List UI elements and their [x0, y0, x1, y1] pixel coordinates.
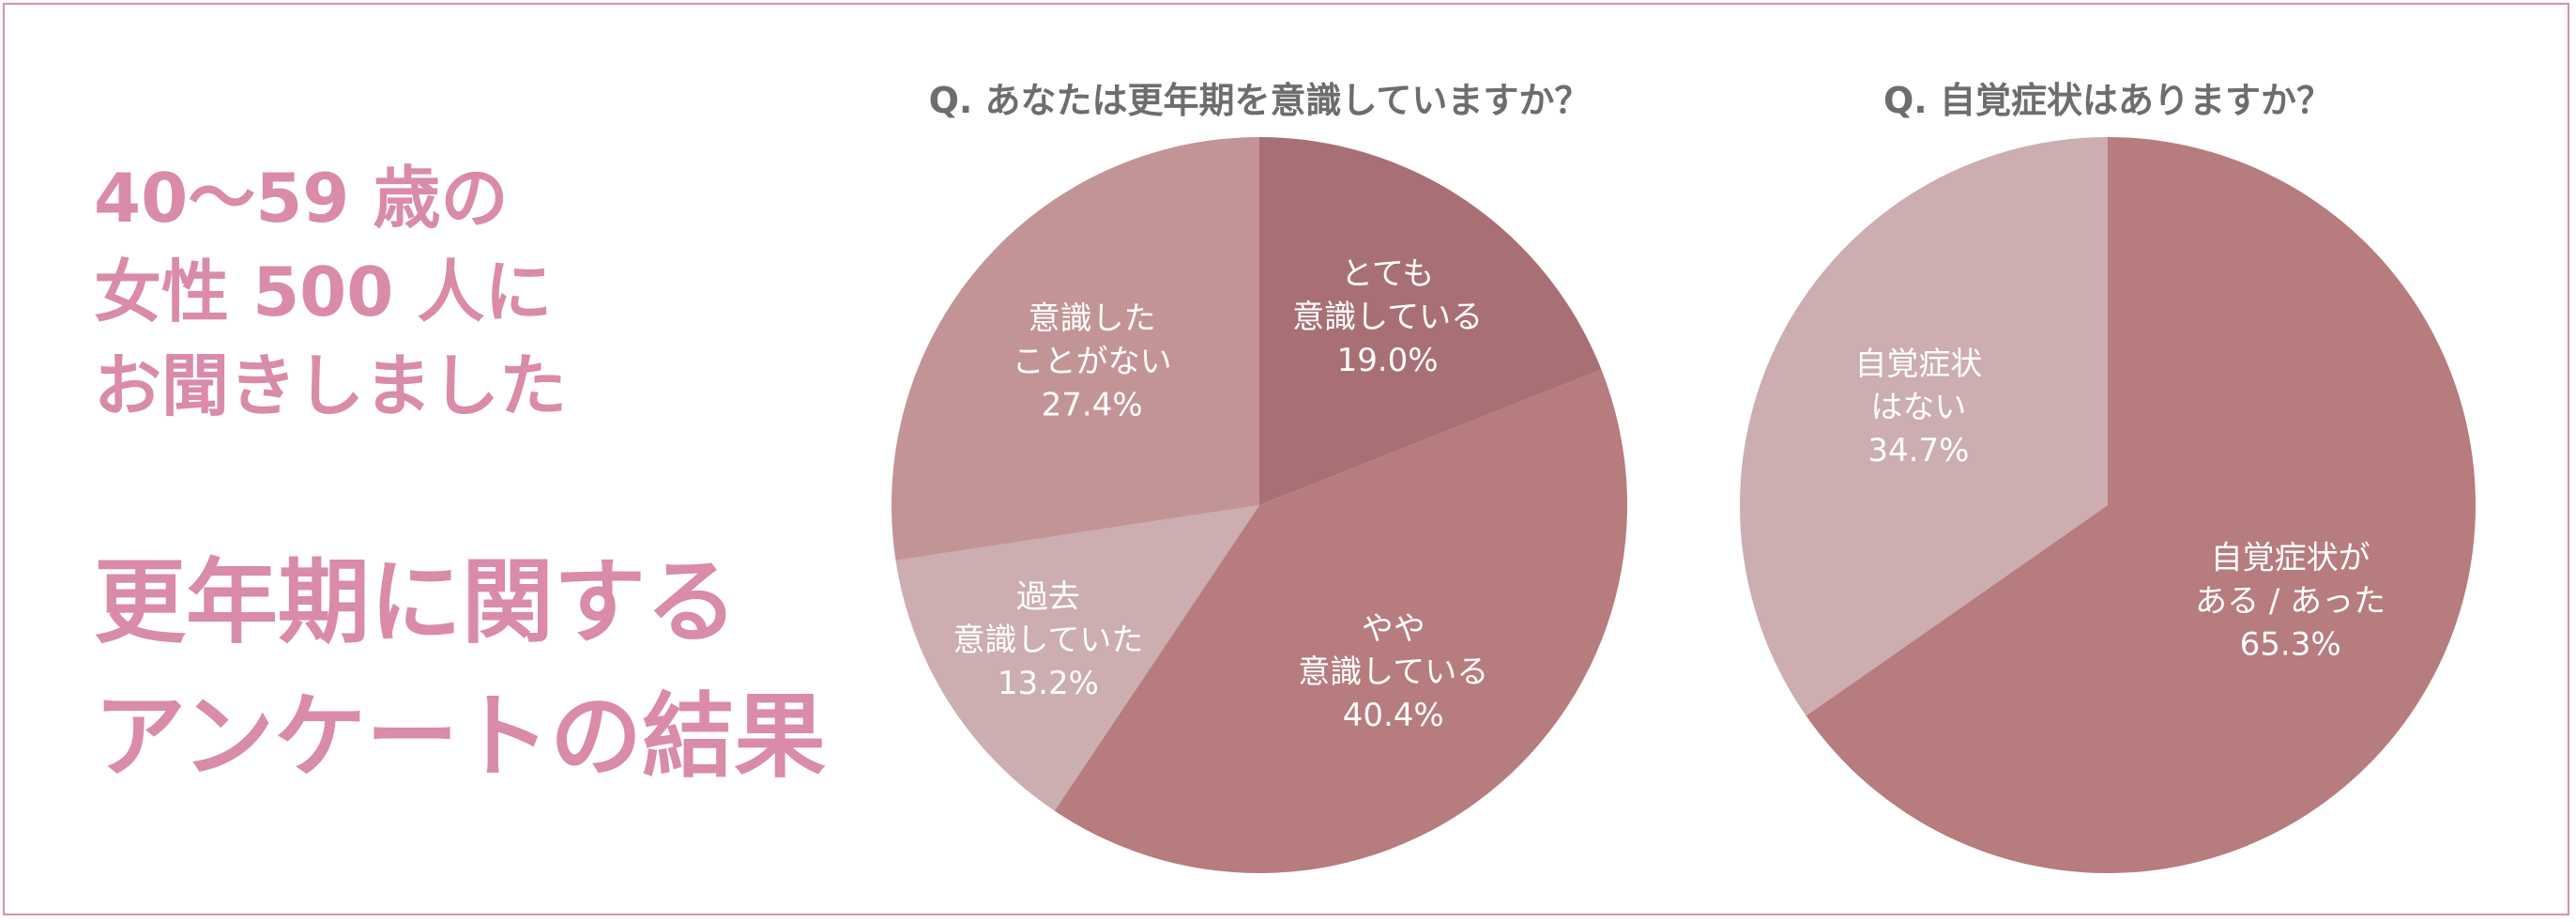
pie-chart-1: とても意識している19.0%やや意識している40.4%過去意識していた13.2%…: [891, 137, 1627, 873]
pie-2-slice-2-label: はない: [1870, 389, 1966, 426]
pie-2-slice-1-label: ある / あった: [2195, 582, 2385, 620]
pie-1-slice-3: [895, 505, 1259, 811]
headline-line-1: 40〜59 歳の: [94, 159, 509, 238]
pie-1-slice-3-value: 13.2%: [998, 665, 1099, 702]
pie-1-slice-3-label: 意識していた: [953, 622, 1143, 659]
pie-2-slice-1-label: 自覚症状が: [2211, 539, 2370, 576]
pie-1-slice-4-label: ことがない: [1013, 344, 1172, 381]
title-line-2: アンケートの結果: [94, 684, 827, 791]
pie-1-slice-3-label: 過去: [1016, 578, 1080, 616]
pie-2-slice-2-value: 34.7%: [1867, 432, 1969, 469]
frame-border: [3, 3, 2569, 915]
pie-1-slice-1: [1259, 137, 1602, 505]
headline-line-3: お聞きしました: [94, 346, 568, 425]
pie-2-slice-1-value: 65.3%: [2240, 625, 2341, 663]
chart-2-title: Q. 自覚症状はありますか？: [1883, 80, 2332, 121]
pie-1-slice-2-label: 意識している: [1298, 653, 1488, 691]
pie-1-slice-2-label: やや: [1362, 610, 1425, 648]
pie-1-slice-2-value: 40.4%: [1343, 697, 1444, 734]
pie-1-slice-1-label: とても: [1341, 255, 1434, 293]
pie-1-slice-1-value: 19.0%: [1337, 342, 1439, 379]
pie-1-slice-4-value: 27.4%: [1042, 387, 1143, 424]
pie-2-slice-2: [1739, 137, 2108, 716]
pie-2-slice-2-label: 自覚症状: [1854, 346, 1982, 383]
headline-line-2: 女性 500 人に: [94, 253, 553, 331]
pie-1-slice-4-label: 意識した: [1029, 300, 1156, 338]
title-line-1: 更年期に関する: [94, 549, 739, 656]
pie-1-slice-1-label: 意識している: [1292, 299, 1483, 336]
chart-1-title: Q. あなたは更年期を意識していますか？: [928, 80, 1591, 121]
pie-1-slice-4: [891, 137, 1259, 561]
pie-1-slice-2: [1054, 369, 1627, 873]
pie-2-slice-1: [1806, 137, 2476, 873]
